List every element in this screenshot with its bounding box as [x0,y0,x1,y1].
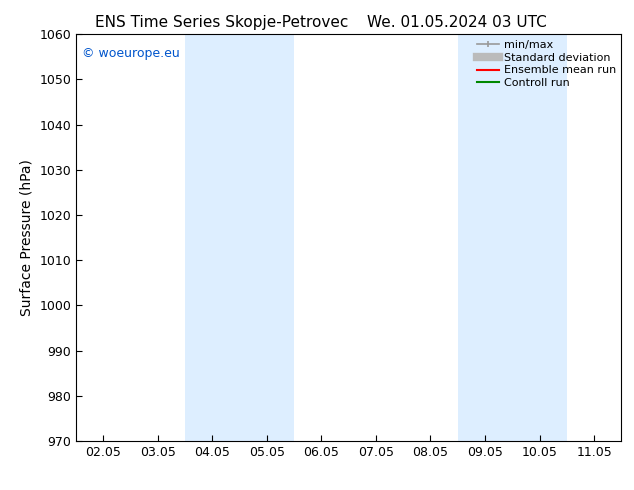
Text: © woeurope.eu: © woeurope.eu [82,47,179,59]
Text: We. 01.05.2024 03 UTC: We. 01.05.2024 03 UTC [366,15,547,30]
Bar [458,34,567,441]
Y-axis label: Surface Pressure (hPa): Surface Pressure (hPa) [20,159,34,316]
Bar [185,34,294,441]
Legend: min/max, Standard deviation, Ensemble mean run, Controll run: min/max, Standard deviation, Ensemble me… [475,38,618,91]
Text: ENS Time Series Skopje-Petrovec: ENS Time Series Skopje-Petrovec [95,15,349,30]
